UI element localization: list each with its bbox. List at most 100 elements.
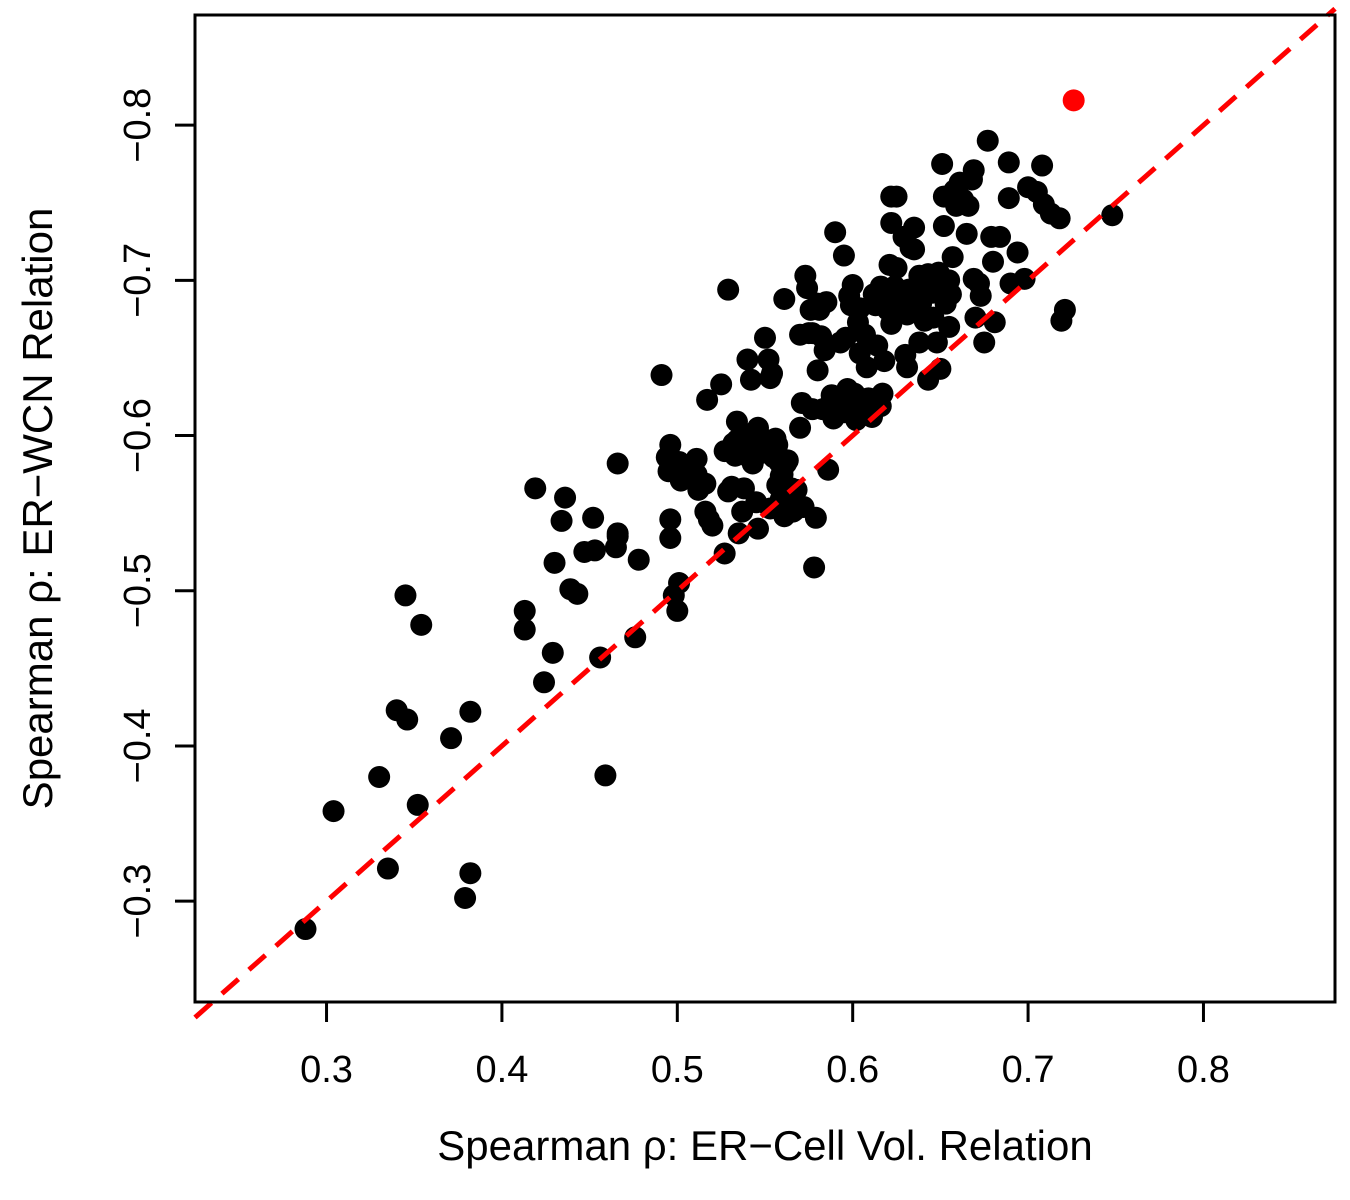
x-axis-title: Spearman ρ: ER−Cell Vol. Relation [437,1122,1092,1169]
data-point [785,478,808,501]
data-point [406,793,429,816]
y-tick-label: −0.3 [117,864,159,939]
data-point [376,857,399,880]
data-point [973,331,996,354]
data-point [1048,207,1071,230]
data-point [582,506,605,529]
plot-frame [193,13,1337,1004]
data-point [659,526,682,549]
data-point [583,539,606,562]
data-point [885,185,908,208]
data-point [804,506,827,529]
data-point [885,256,908,279]
data-point [997,187,1020,210]
data-point [1053,298,1076,321]
identity-line [193,6,1337,1020]
y-tick-label: −0.7 [117,243,159,318]
y-axis-title: Spearman ρ: ER−WCN Relation [14,208,61,810]
x-tick-label: 0.5 [651,1049,704,1091]
data-point [533,671,556,694]
data-point [997,151,1020,174]
highlight-point-layer [1062,89,1085,112]
data-point [773,287,796,310]
data-point [989,225,1012,248]
data-point [896,356,919,379]
data-point [696,388,719,411]
data-point [650,364,673,387]
data-point [932,215,955,238]
y-tick-label: −0.4 [117,708,159,783]
data-point [746,517,769,540]
data-point [606,525,629,548]
y-tick-label: −0.8 [117,88,159,163]
data-point [459,700,482,723]
data-point [925,331,948,354]
data-point [761,362,784,385]
data-point [541,641,564,664]
data-point [685,447,708,470]
data-point [855,356,878,379]
data-point [668,571,691,594]
data-point [694,472,717,495]
data-point [543,551,566,574]
data-point [976,129,999,152]
data-point [834,326,857,349]
data-point [594,764,617,787]
data-point [701,514,724,537]
y-tick-label: −0.6 [117,398,159,473]
data-point [1101,204,1124,227]
data-point [806,359,829,382]
data-point [659,508,682,531]
data-point [908,331,931,354]
data-point [1013,267,1036,290]
data-point [554,486,577,509]
data-point [873,350,896,373]
data-point [903,238,926,261]
data-point [566,582,589,605]
data-point [803,556,826,579]
x-tick-label: 0.6 [826,1049,879,1091]
data-point [550,509,573,532]
x-tick-label: 0.4 [476,1049,529,1091]
data-point [606,452,629,475]
data-point [294,918,317,941]
data-point [871,382,894,405]
data-point [713,542,736,565]
highlight-point [1062,89,1085,112]
data-point [666,599,689,622]
data-point [513,618,536,641]
data-point [513,599,536,622]
x-tick-label: 0.7 [1002,1049,1055,1091]
data-point [824,221,847,244]
data-point [931,152,954,175]
data-point [368,765,391,788]
data-point [815,291,838,314]
data-point [524,477,547,500]
data-point [832,244,855,267]
data-point [459,862,482,885]
data-point [1006,241,1029,264]
data-point [396,708,419,731]
reference-line [193,6,1337,1020]
x-tick-label: 0.8 [1177,1049,1230,1091]
data-point [939,283,962,306]
x-axis: 0.3 0.4 0.5 0.6 0.7 0.8 [300,1002,1230,1091]
data-point [938,315,961,338]
data-point [754,326,776,349]
data-point [941,246,964,269]
x-tick-label: 0.3 [300,1049,353,1091]
data-point [982,250,1004,273]
y-tick-label: −0.5 [117,553,159,628]
data-point [440,727,463,750]
data-point [957,194,980,217]
data-point [394,584,417,607]
data-point [766,433,789,456]
data-point [903,216,926,239]
data-point [717,278,740,301]
y-axis: −0.3 −0.4 −0.5 −0.6 −0.7 −0.8 [117,88,195,939]
data-point [841,274,864,297]
data-point [796,277,819,300]
data-point [410,613,433,636]
data-point [955,222,978,245]
